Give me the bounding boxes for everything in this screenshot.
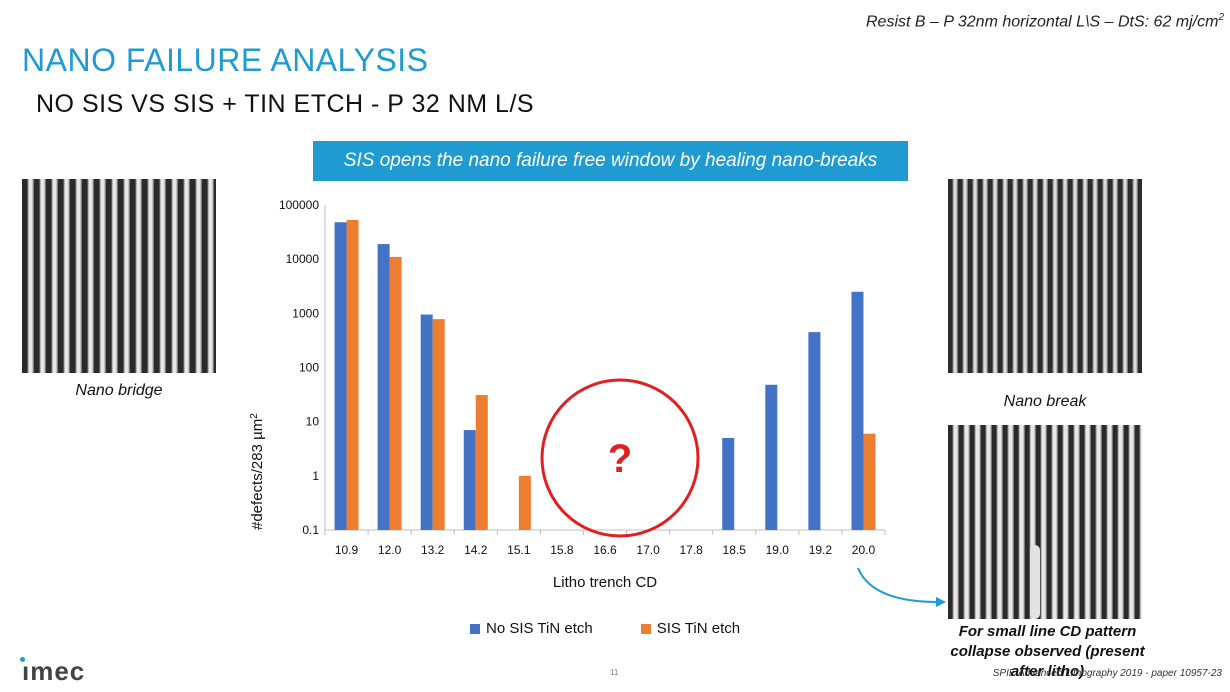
key-message-banner: SIS opens the nano failure free window b…	[313, 141, 908, 181]
bar-sis	[389, 256, 402, 530]
bar-no-sis	[851, 291, 864, 530]
bar-sis	[518, 475, 531, 530]
x-tick-label: 19.0	[766, 543, 790, 557]
x-tick-label: 20.0	[852, 543, 876, 557]
legend-swatch-sis	[640, 623, 651, 634]
top-note: Resist B – P 32nm horizontal L\S – DtS: …	[866, 12, 1224, 31]
y-tick-labels: 100000 10000 1000 100 10 1 0.1	[279, 198, 319, 537]
bar-no-sis	[722, 437, 735, 530]
sem-image-pattern-collapse	[948, 425, 1142, 619]
y-tick-label: 1000	[292, 306, 319, 320]
y-tick-label: 100000	[279, 198, 319, 212]
legend-item-no-sis: No SIS TiN etch	[470, 620, 593, 637]
x-tick-label: 16.6	[593, 543, 617, 557]
y-axis-label: #defects/283 µm2	[249, 413, 267, 530]
pointer-arrow	[857, 567, 946, 607]
x-tick-label: 15.8	[550, 543, 574, 557]
bar-marks	[334, 219, 876, 530]
bar-sis	[346, 219, 359, 530]
sem-image-nano-break	[948, 179, 1142, 373]
x-tick-label: 19.2	[809, 543, 833, 557]
page-title: NANO FAILURE ANALYSIS	[22, 42, 429, 78]
bar-sis	[863, 433, 876, 530]
y-tick-label: 1	[312, 469, 319, 483]
page-number: 11	[610, 668, 619, 677]
x-tick-label: 14.2	[464, 543, 488, 557]
logo-dot	[20, 657, 25, 662]
x-tick-label: 10.9	[335, 543, 359, 557]
bar-no-sis	[765, 384, 778, 530]
sem-image-nano-bridge	[22, 179, 216, 373]
legend-swatch-no-sis	[470, 623, 480, 634]
x-tick-label: 13.2	[421, 543, 445, 557]
y-tick-label: 10000	[286, 252, 320, 266]
chart-legend: No SIS TiN etch SIS TiN etch	[470, 620, 740, 637]
question-mark: ?	[608, 437, 632, 481]
legend-label-sis: SIS TiN etch	[656, 620, 741, 637]
caption-pattern-collapse: For small line CD pattern collapse obser…	[950, 623, 1145, 680]
x-tick-label: 17.0	[636, 543, 660, 557]
y-tick-label: 10	[306, 415, 320, 429]
footer-reference: SPIE Advanced Lithography 2019 - paper 1…	[992, 668, 1222, 679]
legend-item-sis: SIS TiN etch	[640, 620, 741, 637]
imec-logo: ımec	[22, 656, 86, 686]
bar-no-sis	[463, 430, 476, 530]
page-subtitle: NO SIS VS SIS + TIN ETCH - P 32 NM L/S	[36, 90, 535, 118]
bar-sis	[432, 319, 445, 530]
bar-no-sis	[420, 314, 433, 530]
caption-nano-bridge: Nano bridge	[75, 382, 163, 399]
bar-no-sis	[808, 332, 821, 530]
x-tick-label: 17.8	[679, 543, 703, 557]
y-tick-label: 0.1	[302, 523, 319, 537]
question-circle	[540, 378, 700, 538]
y-tick-label: 100	[299, 361, 319, 375]
x-axis-label: Litho trench CD	[553, 574, 657, 591]
bar-sis	[475, 395, 488, 530]
x-tick-label: 12.0	[378, 543, 402, 557]
bar-no-sis	[377, 244, 390, 530]
legend-label-no-sis: No SIS TiN etch	[486, 620, 593, 637]
collapse-defect-mark	[1030, 545, 1040, 619]
x-tick-label: 18.5	[723, 543, 747, 557]
bar-no-sis	[334, 222, 347, 530]
x-tick-labels: 10.9 12.0 13.2 14.2 15.1 15.8 16.6 17.0 17.8 18.5…	[335, 543, 876, 557]
caption-nano-break: Nano break	[1003, 393, 1087, 410]
defect-bar-chart: 100000 10000 1000 100 10 1 0.1 10.9 12.0 13.2 14.…	[249, 198, 886, 591]
chart-axes	[324, 205, 886, 535]
x-tick-label: 15.1	[507, 543, 531, 557]
